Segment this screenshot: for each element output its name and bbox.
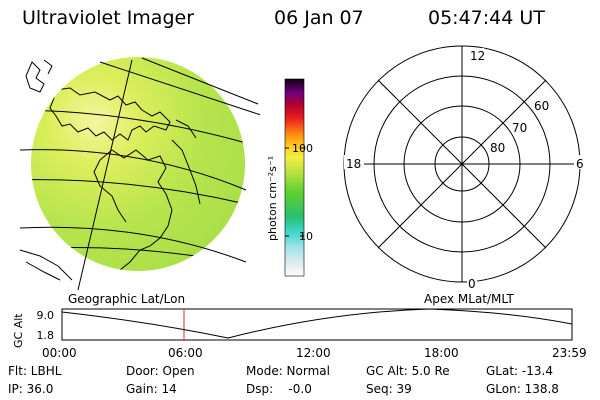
colorbar: 100 10 photon cm⁻²s⁻¹ bbox=[266, 78, 313, 277]
time-tick-2359: 23:59 bbox=[552, 346, 587, 360]
ip-info: IP: 36.0 bbox=[8, 382, 54, 396]
geographic-panel-label: Geographic Lat/Lon bbox=[68, 292, 186, 306]
observation-time: 05:47:44 UT bbox=[428, 7, 545, 29]
time-tick-0600: 06:00 bbox=[168, 346, 203, 360]
lat-label-70: 70 bbox=[512, 121, 527, 135]
time-tick-1800: 18:00 bbox=[424, 346, 459, 360]
altitude-axis-title: GC Alt bbox=[12, 313, 25, 348]
mode-info: Mode: Normal bbox=[246, 364, 330, 378]
altitude-tick-1-8: 1.8 bbox=[37, 329, 55, 342]
mlt-label-18: 18 bbox=[346, 157, 361, 171]
filter-info: Flt: LBHL bbox=[8, 364, 62, 378]
seq-info: Seq: 39 bbox=[366, 382, 412, 396]
apex-panel-label: Apex MLat/MLT bbox=[424, 292, 514, 306]
graticule bbox=[99, 61, 260, 116]
graticule bbox=[77, 59, 133, 291]
graticule bbox=[19, 226, 247, 263]
coastline bbox=[19, 249, 73, 281]
altitude-curve bbox=[61, 308, 573, 339]
altitude-tick-9: 9.0 bbox=[37, 309, 55, 322]
lat-label-60: 60 bbox=[534, 99, 549, 113]
lat-label-80: 80 bbox=[490, 141, 505, 155]
glon-info: GLon: 138.8 bbox=[486, 382, 559, 396]
mlt-line-diagonal bbox=[377, 79, 547, 249]
door-info: Door: Open bbox=[126, 364, 195, 378]
altitude-plot-frame bbox=[61, 308, 573, 341]
coastline bbox=[49, 87, 171, 141]
altitude-plot: GC Alt 9.0 1.8 bbox=[12, 308, 573, 348]
colorbar-gradient bbox=[284, 78, 305, 277]
graticule bbox=[141, 57, 259, 105]
coastline bbox=[43, 59, 53, 75]
coastline bbox=[25, 61, 45, 93]
dsp-info: Dsp: -0.0 bbox=[246, 382, 312, 396]
graticule bbox=[19, 149, 247, 191]
apex-polar-plot: 12 18 6 0 60 70 80 bbox=[343, 45, 586, 291]
mlt-label-0: 0 bbox=[468, 277, 476, 291]
geographic-image-panel bbox=[19, 57, 260, 291]
colorbar-tick-100: 100 bbox=[292, 142, 313, 155]
gain-info: Gain: 14 bbox=[126, 382, 177, 396]
uv-earth-disk bbox=[31, 57, 245, 271]
colorbar-tick-10: 10 bbox=[299, 230, 313, 243]
colorbar-unit-label: photon cm⁻²s⁻¹ bbox=[266, 156, 279, 241]
time-tick-1200: 12:00 bbox=[296, 346, 331, 360]
observation-date: 06 Jan 07 bbox=[274, 7, 364, 29]
coastline bbox=[25, 261, 61, 281]
mlt-label-6: 6 bbox=[576, 157, 584, 171]
gc-alt-info: GC Alt: 5.0 Re bbox=[366, 364, 450, 378]
time-tick-0000: 00:00 bbox=[42, 346, 77, 360]
mlt-label-12: 12 bbox=[470, 49, 485, 63]
instrument-title: Ultraviolet Imager bbox=[22, 7, 195, 29]
graticule bbox=[31, 179, 245, 211]
glat-info: GLat: -13.4 bbox=[486, 364, 553, 378]
